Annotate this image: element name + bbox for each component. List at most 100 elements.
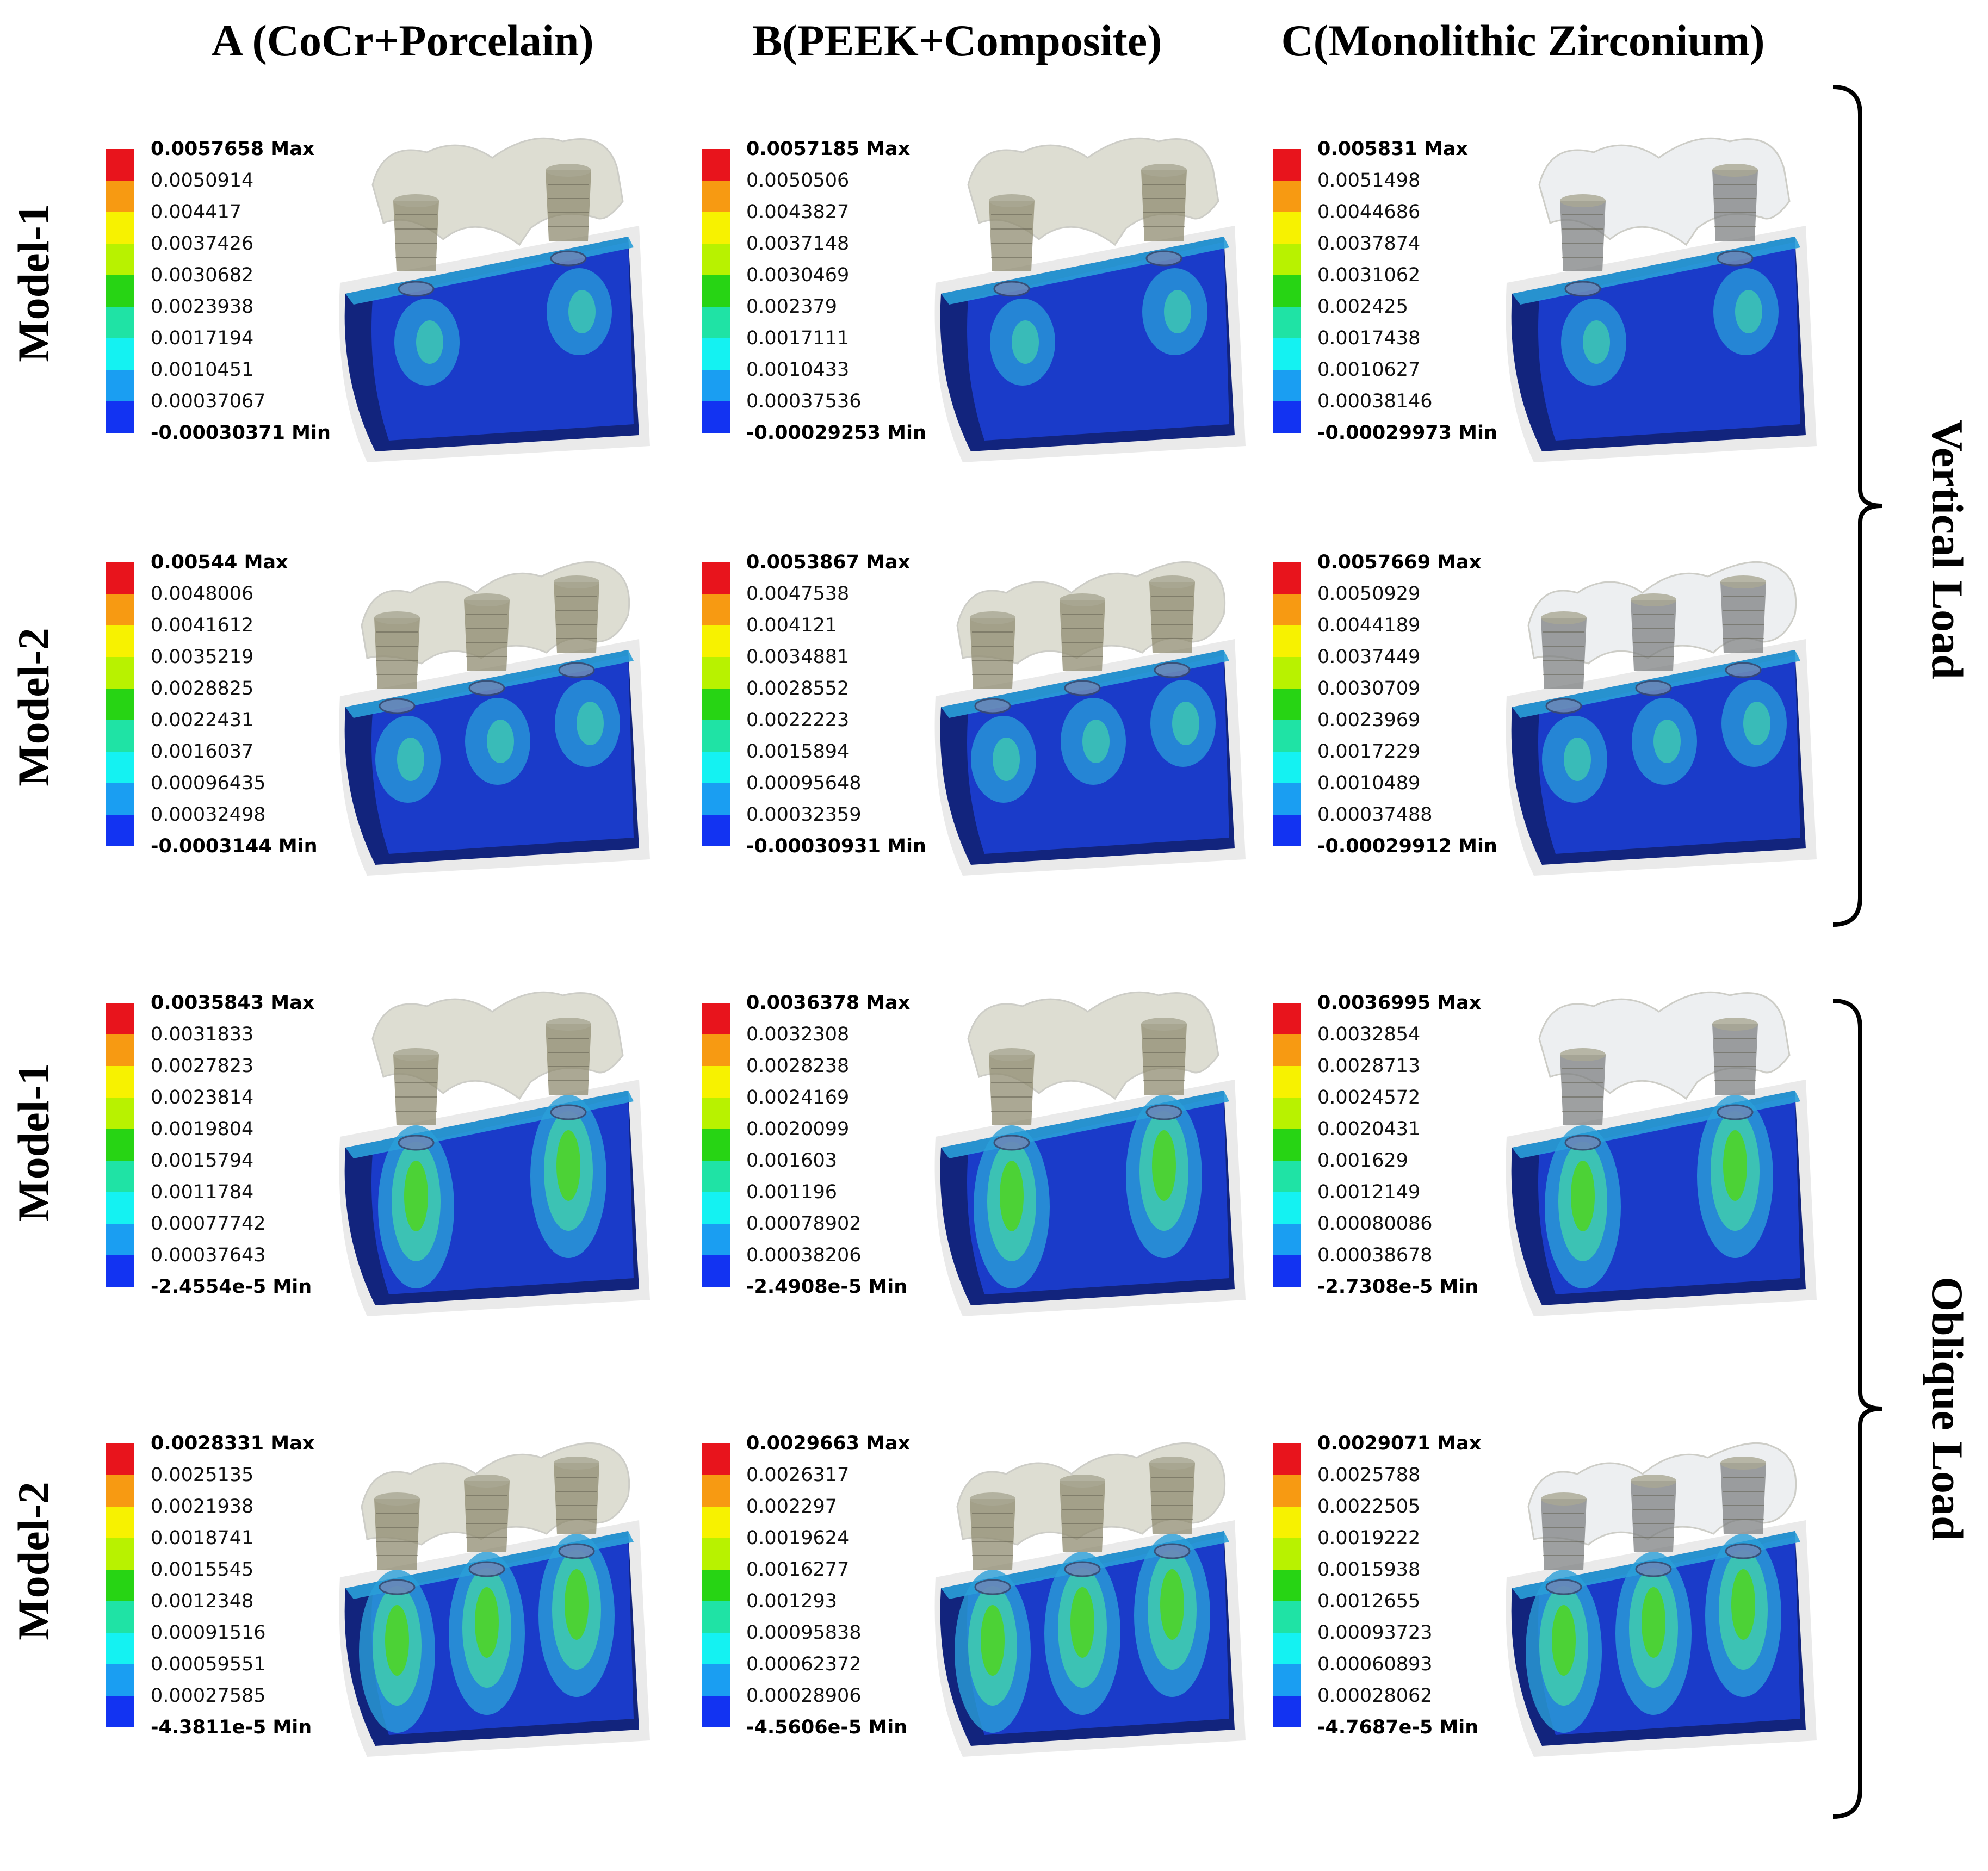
fea-model-render <box>302 120 672 468</box>
colorbar-swatch <box>702 1098 730 1129</box>
abutment-2 <box>1060 1475 1105 1552</box>
fea-model-render <box>1469 1414 1838 1762</box>
tick-label: 0.001196 <box>746 1181 838 1203</box>
colorbar-swatch <box>702 1475 730 1507</box>
colorbar-swatch <box>106 212 134 244</box>
colorbar <box>106 1003 134 1287</box>
tick-label: 0.00027585 <box>151 1685 266 1707</box>
colorbar-swatch <box>1273 1570 1301 1601</box>
colorbar-swatch <box>1273 1161 1301 1192</box>
colorbar-swatch <box>1273 815 1301 846</box>
fea-model-render <box>897 120 1267 468</box>
stress-zone-1 <box>990 299 1055 386</box>
colorbar-swatch <box>1273 1192 1301 1224</box>
tick-label: 0.0048006 <box>151 583 254 605</box>
colorbar-legend: 0.0029071 Max 0.0025788 0.0022505 0.0019222… <box>1273 1433 1501 1762</box>
stress-zone-1 <box>1526 1570 1602 1733</box>
colorbar-legend: 0.0057658 Max 0.0050914 0.004417 0.0037426 0… <box>106 138 335 468</box>
tick-label: 0.0037148 <box>746 233 850 255</box>
stress-zone-2 <box>530 1095 606 1258</box>
colorbar-swatch <box>1273 1601 1301 1633</box>
max-value-label: 0.0028331 Max <box>151 1433 315 1454</box>
tick-label: 0.0037449 <box>1317 646 1421 668</box>
stress-zone-2 <box>449 1552 525 1715</box>
colorbar-swatch <box>1273 657 1301 689</box>
tick-label: 0.0022223 <box>746 709 850 731</box>
min-value-label: -2.4554e-5 Min <box>151 1276 312 1298</box>
colorbar-swatch <box>702 1696 730 1727</box>
tick-label: 0.001603 <box>746 1150 838 1172</box>
tick-label: 0.0030709 <box>1317 678 1421 699</box>
row-label-oblique-model-1: Model-1 <box>9 1063 58 1222</box>
row-label-oblique-model-2: Model-2 <box>9 1482 58 1640</box>
abutment-1 <box>989 194 1035 271</box>
colorbar-swatch <box>106 720 134 752</box>
colorbar-swatch <box>702 1224 730 1255</box>
colorbar-legend: 0.0036378 Max 0.0032308 0.0028238 0.0024169… <box>702 992 930 1322</box>
implant-hole-3 <box>1154 1543 1191 1559</box>
colorbar-swatch <box>1273 275 1301 307</box>
colorbar-swatch <box>1273 1664 1301 1696</box>
colorbar-swatch <box>1273 689 1301 720</box>
colorbar-swatch <box>1273 720 1301 752</box>
abutment-3 <box>1149 1457 1195 1534</box>
fea-model-render <box>302 974 672 1322</box>
tick-label: 0.0044189 <box>1317 615 1421 636</box>
colorbar-swatch <box>702 307 730 338</box>
colorbar-swatch <box>106 1696 134 1727</box>
implant-hole-2 <box>468 680 505 696</box>
tick-label: 0.00096435 <box>151 772 266 794</box>
abutment-2 <box>1631 1475 1676 1552</box>
panel-oblique-model-2-c: 0.0029071 Max 0.0025788 0.0022505 0.0019222… <box>1273 1433 1838 1871</box>
panel-oblique-model-1-c: 0.0036995 Max 0.0032854 0.0028713 0.0024572… <box>1273 991 1838 1430</box>
stress-zone-1 <box>955 1570 1031 1733</box>
colorbar-legend: 0.0029663 Max 0.0026317 0.002297 0.0019624 0… <box>702 1433 930 1762</box>
colorbar-swatch <box>106 1443 134 1475</box>
tick-label: 0.0027823 <box>151 1055 254 1077</box>
tick-label: 0.0031062 <box>1317 264 1421 286</box>
tick-label: 0.0017111 <box>746 327 850 349</box>
colorbar <box>106 149 134 433</box>
colorbar-swatch <box>1273 594 1301 625</box>
colorbar-swatch <box>106 275 134 307</box>
implant-hole-2 <box>1635 680 1672 696</box>
tick-label: 0.0030682 <box>151 264 254 286</box>
colorbar-swatch <box>106 307 134 338</box>
column-title-a: A (CoCr+Porcelain) <box>211 16 594 65</box>
fea-model-render <box>897 1414 1267 1762</box>
min-value-label: -0.00030931 Min <box>746 835 926 857</box>
panel-vertical-model-2-a: 0.00544 Max 0.0048006 0.0041612 0.0035219 0.… <box>106 552 672 990</box>
tick-label: 0.0037874 <box>1317 233 1421 255</box>
tick-label: 0.0032854 <box>1317 1024 1421 1045</box>
colorbar-swatch <box>702 370 730 401</box>
min-value-label: -0.00030371 Min <box>151 422 331 444</box>
stress-zone-2 <box>1615 1552 1692 1715</box>
colorbar-swatch <box>106 752 134 783</box>
colorbar-swatch <box>1273 1696 1301 1727</box>
tick-label: 0.002425 <box>1317 296 1409 318</box>
implant-hole-1 <box>379 698 416 714</box>
tick-label: 0.00095838 <box>746 1622 862 1644</box>
tick-label: 0.00091516 <box>151 1622 266 1644</box>
max-value-label: 0.0057185 Max <box>746 138 911 160</box>
max-value-label: 0.0036995 Max <box>1317 992 1482 1014</box>
tick-label: 0.00062372 <box>746 1653 862 1675</box>
abutment-1 <box>989 1048 1035 1125</box>
abutment-1 <box>1541 611 1587 689</box>
tick-label: 0.0019624 <box>746 1527 850 1549</box>
colorbar-swatch <box>702 594 730 625</box>
colorbar-swatch <box>702 275 730 307</box>
stress-zone-1 <box>359 1570 435 1733</box>
colorbar-swatch <box>702 783 730 815</box>
min-value-label: -0.00029912 Min <box>1317 835 1497 857</box>
tick-label: 0.0028552 <box>746 678 850 699</box>
tick-label: 0.0023969 <box>1317 709 1421 731</box>
tick-label: 0.001629 <box>1317 1150 1409 1172</box>
tick-label: 0.0010433 <box>746 359 850 381</box>
colorbar-swatch <box>106 338 134 370</box>
tick-label: 0.0037426 <box>151 233 254 255</box>
colorbar-swatch <box>702 815 730 846</box>
colorbar-swatch <box>106 1003 134 1034</box>
colorbar-legend: 0.0035843 Max 0.0031833 0.0027823 0.0023814… <box>106 992 335 1322</box>
